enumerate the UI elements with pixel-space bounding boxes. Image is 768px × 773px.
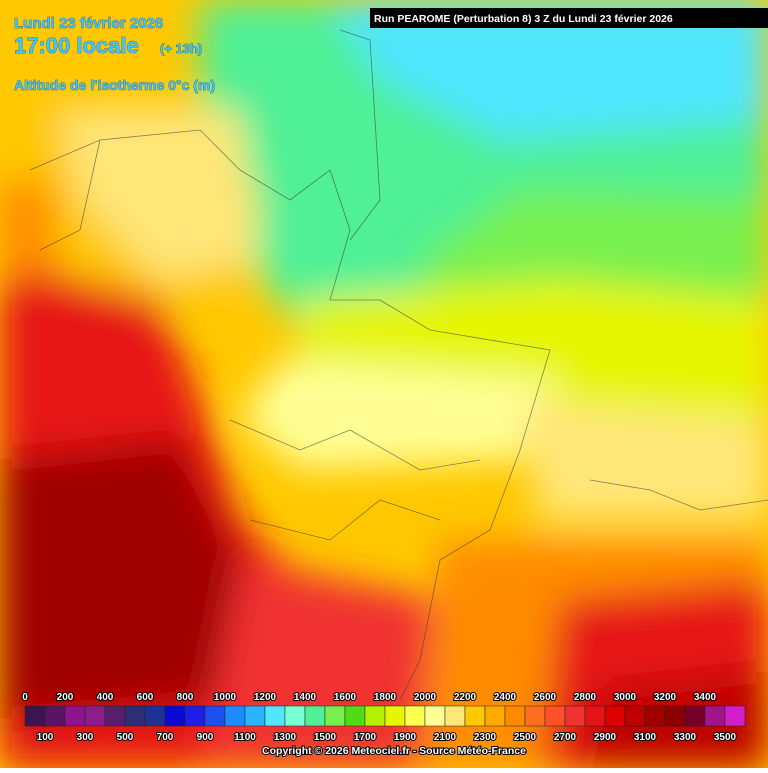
legend-swatch: [584, 705, 606, 727]
legend-tick-label: 3200: [654, 692, 677, 703]
legend-swatch: [64, 705, 86, 727]
legend: 0 100 200 300 400 500 600 700 800 900 1000 1100 1200…: [21, 691, 746, 744]
legend-swatch: [504, 705, 526, 727]
legend-tick-label: 1000: [214, 692, 237, 703]
legend-tick-label: 2500: [514, 732, 537, 743]
legend-tick-label: 3000: [614, 692, 637, 703]
run-label: Run PEAROME (Perturbation 8) 3 Z du Lund…: [374, 13, 673, 25]
legend-tick-label: 900: [197, 732, 214, 743]
borders: [29, 29, 768, 701]
legend-swatch: [544, 705, 566, 727]
legend-swatch: [104, 705, 126, 727]
legend-tick-label: 1200: [254, 692, 277, 703]
legend-tick-label: 3500: [714, 732, 737, 743]
legend-tick-label: 2900: [594, 732, 617, 743]
legend-tick-label: 2300: [474, 732, 497, 743]
legend-swatch: [604, 705, 626, 727]
legend-tick-label: 2000: [414, 692, 437, 703]
legend-tick-label: 2600: [534, 692, 557, 703]
legend-swatch: [404, 705, 426, 727]
legend-swatch: [224, 705, 246, 727]
legend-tick-label: 1700: [354, 732, 377, 743]
legend-tick-label: 1800: [374, 692, 397, 703]
legend-tick-label: 3100: [634, 732, 657, 743]
legend-swatch: [24, 705, 46, 727]
legend-tick-label: 600: [137, 692, 154, 703]
legend-tick-label: 200: [57, 692, 74, 703]
time: 17:00 locale: [14, 33, 139, 58]
legend-tick-label: 400: [97, 692, 114, 703]
legend-tick-label: 100: [37, 732, 54, 743]
legend-swatch: [364, 705, 386, 727]
legend-swatch: [704, 705, 726, 727]
legend-swatch: [564, 705, 586, 727]
legend-swatch: [84, 705, 106, 727]
legend-swatch: [464, 705, 486, 727]
offset: (+ 13h): [160, 41, 202, 56]
legend-swatch: [624, 705, 646, 727]
legend-swatch: [284, 705, 306, 727]
legend-tick-label: 800: [177, 692, 194, 703]
legend-swatch: [204, 705, 226, 727]
legend-tick-label: 2200: [454, 692, 477, 703]
legend-tick-label: 0: [22, 692, 28, 703]
variable: Altitude de l'isotherme 0°c (m): [14, 77, 215, 93]
legend-tick-label: 3400: [694, 692, 717, 703]
legend-tick-label: 1500: [314, 732, 337, 743]
legend-swatch: [164, 705, 186, 727]
legend-tick-label: 1300: [274, 732, 297, 743]
legend-tick-label: 3300: [674, 732, 697, 743]
legend-swatch: [664, 705, 686, 727]
date: Lundi 23 février 2026: [14, 15, 163, 32]
legend-tick-label: 500: [117, 732, 134, 743]
legend-swatch: [244, 705, 266, 727]
legend-tick-label: 1400: [294, 692, 317, 703]
legend-tick-label: 2100: [434, 732, 457, 743]
legend-tick-label: 700: [157, 732, 174, 743]
legend-swatch: [724, 705, 746, 727]
legend-tick-label: 2800: [574, 692, 597, 703]
legend-swatch: [684, 705, 706, 727]
legend-swatch: [264, 705, 286, 727]
legend-tick-label: 1900: [394, 732, 417, 743]
legend-swatch: [424, 705, 446, 727]
run-box: [370, 8, 768, 28]
legend-tick-label: 1100: [234, 732, 256, 743]
legend-swatch: [124, 705, 146, 727]
legend-swatch: [44, 705, 66, 727]
legend-swatch: [644, 705, 666, 727]
copyright: Copyright © 2026 Meteociel.fr - Source M…: [262, 745, 526, 757]
legend-swatch: [184, 705, 206, 727]
legend-swatch: [444, 705, 466, 727]
legend-swatch: [304, 705, 326, 727]
legend-swatch: [324, 705, 346, 727]
legend-swatch: [484, 705, 506, 727]
legend-tick-label: 2400: [494, 692, 517, 703]
legend-tick-label: 1600: [334, 692, 357, 703]
legend-swatch: [384, 705, 406, 727]
legend-swatch: [144, 705, 166, 727]
legend-tick-label: 2700: [554, 732, 577, 743]
legend-swatch: [524, 705, 546, 727]
legend-swatch: [344, 705, 366, 727]
legend-tick-label: 300: [77, 732, 94, 743]
